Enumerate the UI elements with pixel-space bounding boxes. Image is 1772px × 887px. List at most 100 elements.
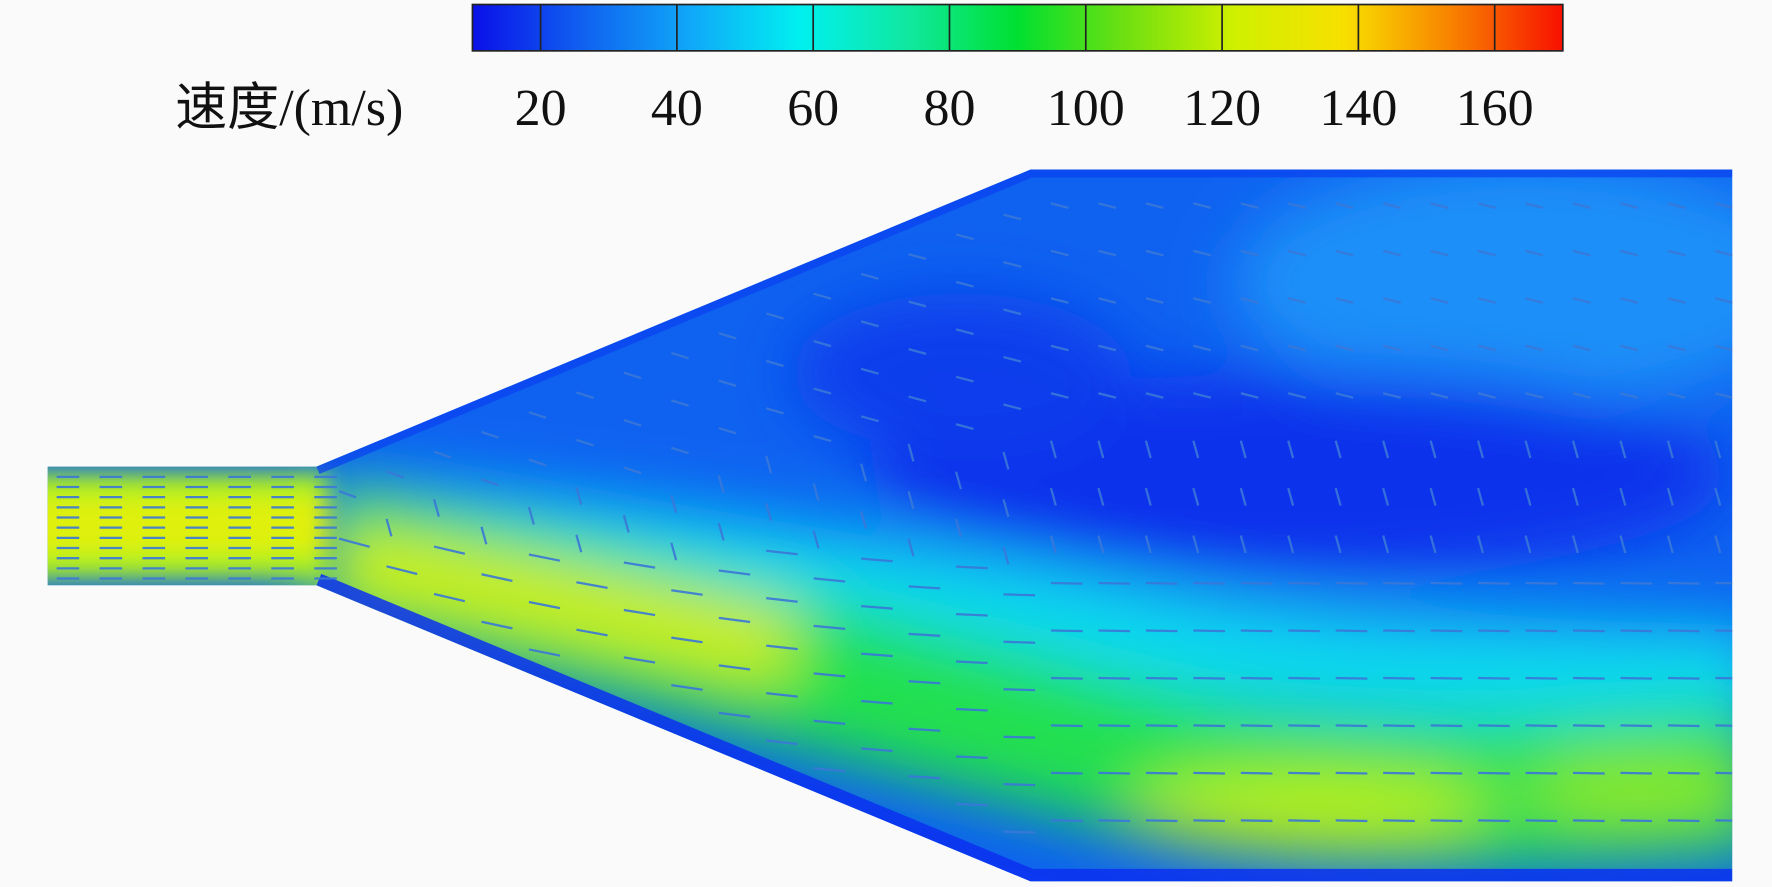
- vector: [813, 624, 846, 631]
- vector: [1335, 581, 1368, 585]
- vector: [1382, 202, 1401, 209]
- vector: [1667, 629, 1700, 633]
- vector: [386, 470, 404, 479]
- vector: [1050, 724, 1083, 728]
- vector: [1003, 403, 1022, 411]
- vector: [576, 438, 594, 447]
- vector: [860, 320, 879, 328]
- vector: [1525, 676, 1558, 680]
- vector: [1572, 629, 1605, 633]
- vector: [1098, 724, 1131, 728]
- vector: [1145, 297, 1164, 304]
- vector: [1525, 819, 1558, 823]
- vector: [1145, 392, 1164, 399]
- colorbar-tick-label: 40: [651, 80, 703, 137]
- vector: [1050, 202, 1069, 209]
- vector: [1003, 830, 1036, 834]
- vector: [1002, 499, 1010, 518]
- vector: [1240, 297, 1259, 304]
- vector: [528, 553, 561, 562]
- vector: [766, 739, 798, 746]
- vector: [765, 455, 773, 474]
- colorbar: [471, 3, 1564, 52]
- vector: [1050, 581, 1083, 585]
- vector: [1239, 535, 1247, 554]
- vector: [1003, 640, 1036, 644]
- vector: [481, 478, 499, 487]
- vector: [908, 632, 941, 637]
- vector: [528, 600, 561, 610]
- vector: [1335, 771, 1368, 775]
- vector: [1097, 440, 1105, 459]
- vector: [528, 458, 547, 467]
- vector: [1715, 629, 1733, 633]
- vector: [1715, 771, 1733, 775]
- vector: [1478, 676, 1510, 680]
- vector: [1193, 676, 1225, 680]
- vector: [1335, 249, 1354, 257]
- vector: [718, 569, 751, 576]
- vector: [1666, 535, 1674, 554]
- vector: [954, 471, 962, 490]
- vector: [1715, 297, 1733, 304]
- vector: [1050, 629, 1083, 633]
- vector: [1050, 392, 1069, 399]
- vector: [1288, 724, 1320, 728]
- vector: [1620, 249, 1639, 257]
- vector: [1192, 440, 1200, 459]
- vector: [1429, 440, 1437, 459]
- vector: [575, 487, 583, 506]
- vector: [1619, 487, 1627, 506]
- vector: [1430, 724, 1463, 728]
- vector: [1382, 392, 1401, 399]
- vector: [1715, 581, 1733, 585]
- colorbar-gradient: [471, 3, 1564, 52]
- vector: [1476, 440, 1485, 459]
- vector: [1620, 202, 1639, 209]
- vector: [1145, 676, 1178, 680]
- vector: [813, 434, 832, 443]
- vector: [1098, 629, 1131, 633]
- vector: [1715, 344, 1733, 352]
- vector: [481, 620, 513, 630]
- vector: [622, 514, 630, 533]
- vector: [907, 443, 915, 462]
- vector: [670, 351, 689, 360]
- vector: [1525, 344, 1544, 352]
- vector: [576, 391, 594, 400]
- vector: [1098, 297, 1117, 304]
- vector: [527, 506, 535, 525]
- vector: [1525, 629, 1558, 633]
- vector: [1003, 261, 1022, 268]
- vector: [338, 537, 370, 548]
- vector: [718, 332, 737, 340]
- vector: [1477, 392, 1496, 399]
- vector: [1144, 535, 1152, 554]
- vector: [813, 387, 832, 395]
- vector: [1050, 771, 1083, 775]
- vector: [1525, 724, 1558, 728]
- vector: [1192, 487, 1200, 506]
- vector: [1240, 629, 1273, 633]
- vector: [1382, 535, 1390, 554]
- vector: [1098, 771, 1131, 775]
- vector: [908, 680, 941, 685]
- vector: [1715, 724, 1733, 728]
- vector: [956, 660, 988, 665]
- vector: [1667, 297, 1686, 304]
- vector: [1525, 771, 1558, 775]
- vector: [338, 490, 357, 499]
- vector: [1287, 249, 1307, 257]
- vector: [1098, 249, 1117, 257]
- vector: [766, 644, 798, 651]
- vector: [1382, 344, 1401, 352]
- vector: [1572, 581, 1605, 585]
- vector: [765, 359, 784, 368]
- vector: [1620, 724, 1653, 728]
- vector: [1667, 392, 1686, 399]
- vector: [1430, 249, 1449, 257]
- vector: [860, 367, 879, 375]
- vector: [1572, 202, 1591, 209]
- vector: [1571, 535, 1579, 554]
- vector: [671, 636, 703, 644]
